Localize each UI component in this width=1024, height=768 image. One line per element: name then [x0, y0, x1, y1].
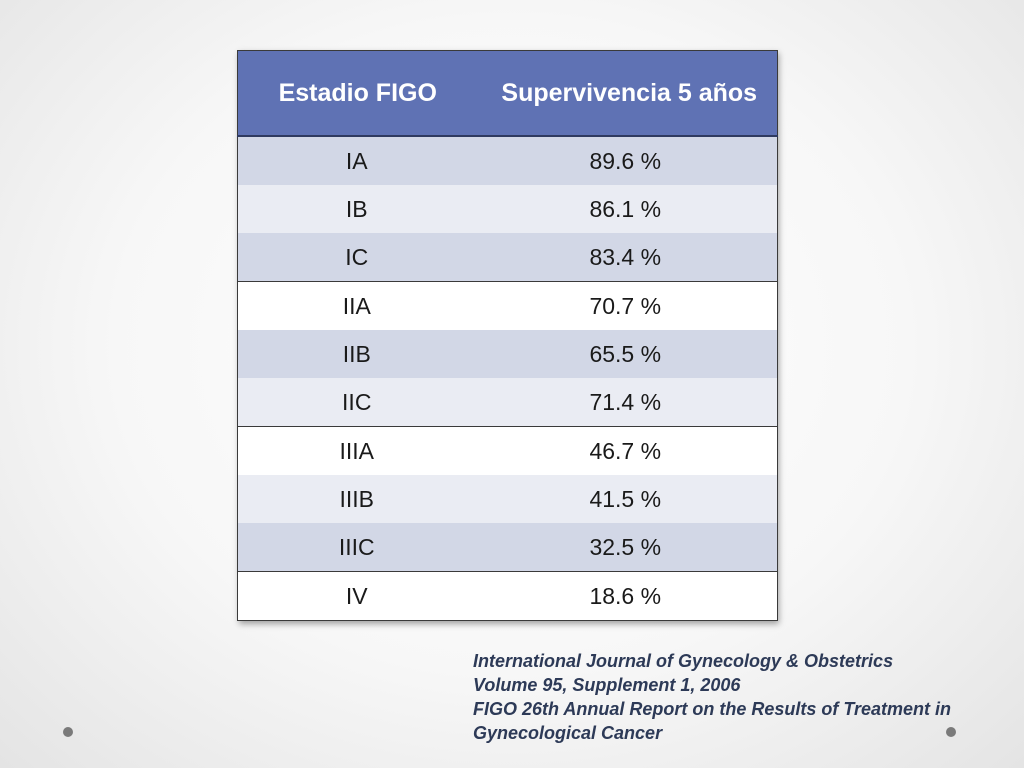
table-header-row: Estadio FIGO Supervivencia 5 años — [237, 50, 778, 137]
source-citation: International Journal of Gynecology & Ob… — [473, 649, 1013, 745]
slide-decoration-dot-right — [946, 727, 956, 737]
stage-cell: IIB — [237, 330, 474, 378]
table-row: IIIA 46.7 % — [237, 426, 778, 475]
table-row: IIIB 41.5 % — [237, 475, 778, 523]
stage-cell: IV — [237, 571, 474, 621]
table-row: IV 18.6 % — [237, 571, 778, 621]
citation-journal: International Journal of Gynecology & Ob… — [473, 651, 894, 671]
citation-report-cont: Gynecological Cancer — [473, 723, 663, 743]
table-row: IIIC 32.5 % — [237, 523, 778, 572]
survival-table-container: Estadio FIGO Supervivencia 5 años IA 89.… — [237, 50, 778, 621]
survival-cell: 46.7 % — [473, 426, 778, 475]
survival-cell: 18.6 % — [473, 571, 778, 621]
stage-cell: IIIA — [237, 426, 474, 475]
slide-decoration-dot-left — [63, 727, 73, 737]
stage-cell: IB — [237, 185, 474, 233]
table-row: IA 89.6 % — [237, 136, 778, 185]
survival-cell: 65.5 % — [473, 330, 778, 378]
stage-cell: IIIB — [237, 475, 474, 523]
citation-report: FIGO 26th Annual Report on the Results o… — [473, 699, 952, 719]
header-survival: Supervivencia 5 años — [473, 50, 778, 137]
survival-cell: 70.7 % — [473, 281, 778, 330]
survival-cell: 41.5 % — [473, 475, 778, 523]
survival-cell: 86.1 % — [473, 185, 778, 233]
figo-survival-table: Estadio FIGO Supervivencia 5 años IA 89.… — [237, 50, 778, 621]
table-row: IIA 70.7 % — [237, 281, 778, 330]
stage-cell: IIIC — [237, 523, 474, 572]
table-row: IC 83.4 % — [237, 233, 778, 282]
survival-cell: 71.4 % — [473, 378, 778, 427]
table-row: IIB 65.5 % — [237, 330, 778, 378]
survival-cell: 32.5 % — [473, 523, 778, 572]
stage-cell: IC — [237, 233, 474, 282]
table-row: IIC 71.4 % — [237, 378, 778, 427]
survival-cell: 83.4 % — [473, 233, 778, 282]
stage-cell: IIC — [237, 378, 474, 427]
stage-cell: IA — [237, 136, 474, 185]
header-stage: Estadio FIGO — [237, 50, 474, 137]
citation-volume: Volume 95, Supplement 1, 2006 — [473, 675, 741, 695]
survival-cell: 89.6 % — [473, 136, 778, 185]
table-row: IB 86.1 % — [237, 185, 778, 233]
stage-cell: IIA — [237, 281, 474, 330]
